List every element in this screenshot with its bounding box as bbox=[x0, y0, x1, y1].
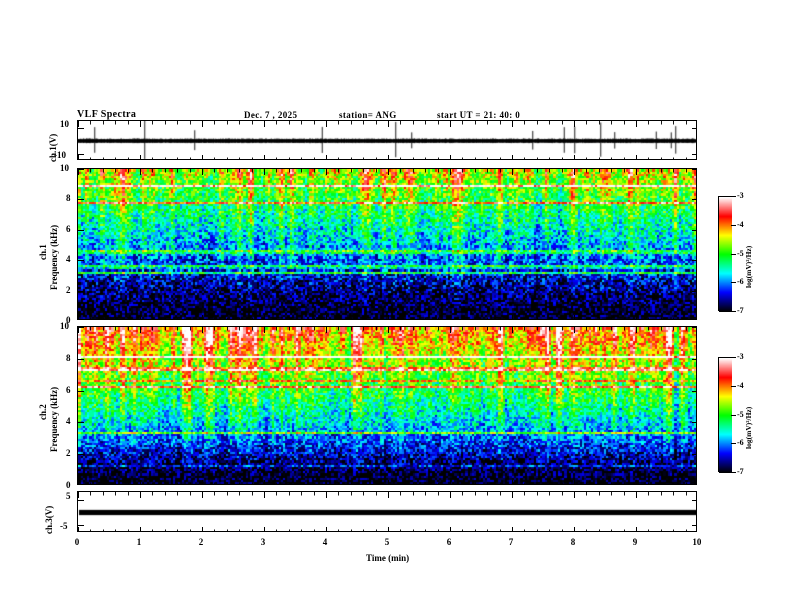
x-tick-0: 0 bbox=[74, 537, 80, 547]
ch2-spectrogram-ylabel-channel: ch.2 bbox=[38, 404, 48, 420]
ch2_spec-ytick-4: 4 bbox=[66, 416, 71, 427]
ch2-colorbar-label: log(mV)²/Hz) bbox=[744, 406, 753, 449]
ch1-colorbar-label: log(mV)²/Hz) bbox=[744, 245, 753, 288]
x-tick-8: 8 bbox=[570, 537, 576, 547]
ch1-waveform-panel bbox=[77, 120, 697, 160]
x-tick-4: 4 bbox=[322, 537, 328, 547]
ch1_spec-ytick-8: 8 bbox=[66, 193, 71, 204]
ch2-colorbar-tickmark bbox=[731, 357, 736, 359]
ch2_spec-ytick-6: 6 bbox=[66, 384, 71, 395]
x-tick-5: 5 bbox=[384, 537, 390, 547]
ch1-colorbar-tick-neg4: -4 bbox=[737, 219, 744, 229]
ch1_spec-ytick-4: 4 bbox=[66, 254, 71, 265]
x-tick-10: 10 bbox=[692, 537, 702, 547]
ch1-colorbar-tick-neg3: -3 bbox=[737, 191, 744, 200]
ch3-wave-tick-neg5: -5 bbox=[60, 521, 68, 531]
ch1-spectrogram-ylabel-frequency: Frequency (kHz) bbox=[49, 224, 59, 290]
ch2_spec-ytick-2: 2 bbox=[66, 448, 71, 459]
x-tick-9: 9 bbox=[632, 537, 638, 547]
ch2-spectrogram-ylabel-frequency: Frequency (kHz) bbox=[49, 386, 59, 452]
x-tick-3: 3 bbox=[260, 537, 266, 547]
ch2-colorbar-tickmark bbox=[731, 414, 736, 416]
ch2-colorbar-tickmark bbox=[731, 385, 736, 387]
ch2_spec-ytick-10: 10 bbox=[60, 321, 69, 331]
ch1-colorbar-tickmark bbox=[731, 282, 736, 284]
figure-start-ut: start UT = 21: 40: 0 bbox=[437, 110, 521, 120]
ch3-waveform-panel bbox=[77, 491, 697, 532]
ch1-wave-tick-10: 10 bbox=[60, 119, 69, 129]
ch2-colorbar-tick-neg3: -3 bbox=[737, 352, 744, 361]
ch1-colorbar-tickmark bbox=[731, 311, 736, 313]
ch1-spectrogram-ylabel-channel: ch.1 bbox=[38, 244, 48, 260]
x-tick-1: 1 bbox=[136, 537, 142, 547]
ch2-colorbar-tick-neg5: -5 bbox=[737, 409, 744, 419]
ch2-colorbar bbox=[718, 357, 732, 473]
ch3-wave-tick-5: 5 bbox=[66, 491, 71, 501]
ch1-colorbar-tick-neg7: -7 bbox=[737, 306, 744, 315]
x-tick-6: 6 bbox=[446, 537, 452, 547]
figure-date: Dec. 7 , 2025 bbox=[244, 110, 298, 120]
ch1-colorbar-tick-neg6: -6 bbox=[737, 277, 744, 287]
ch1-wave-tick-neg10: -10 bbox=[54, 150, 66, 160]
ch1-spectrogram-panel bbox=[77, 168, 697, 320]
x-axis-title: Time (min) bbox=[366, 553, 410, 563]
ch1_spec-ytick-2: 2 bbox=[66, 284, 71, 295]
ch2-colorbar-tickmark bbox=[731, 472, 736, 474]
ch2_spec-ytick-0: 0 bbox=[66, 480, 71, 490]
ch1-colorbar-tick-neg5: -5 bbox=[737, 248, 744, 258]
ch2-colorbar-tick-neg4: -4 bbox=[737, 380, 744, 390]
ch3-waveform-ylabel: ch.3(V) bbox=[44, 505, 54, 534]
ch1_spec-ytick-10: 10 bbox=[60, 163, 69, 173]
ch2-colorbar-tick-neg7: -7 bbox=[737, 467, 744, 476]
ch2-colorbar-tick-neg6: -6 bbox=[737, 438, 744, 448]
ch2-colorbar-tickmark bbox=[731, 443, 736, 445]
ch2_spec-ytick-8: 8 bbox=[66, 352, 71, 363]
x-tick-7: 7 bbox=[508, 537, 514, 547]
ch1_spec-ytick-0: 0 bbox=[66, 315, 71, 325]
ch1_spec-ytick-6: 6 bbox=[66, 223, 71, 234]
ch1-colorbar bbox=[718, 196, 732, 312]
ch2-spectrogram-panel bbox=[77, 326, 697, 485]
ch1-colorbar-tickmark bbox=[731, 224, 736, 226]
ch1-colorbar-tickmark bbox=[731, 196, 736, 198]
ch1-colorbar-tickmark bbox=[731, 253, 736, 255]
figure-title: VLF Spectra bbox=[77, 109, 137, 120]
x-tick-2: 2 bbox=[198, 537, 204, 547]
figure-station: station= ANG bbox=[339, 110, 397, 120]
